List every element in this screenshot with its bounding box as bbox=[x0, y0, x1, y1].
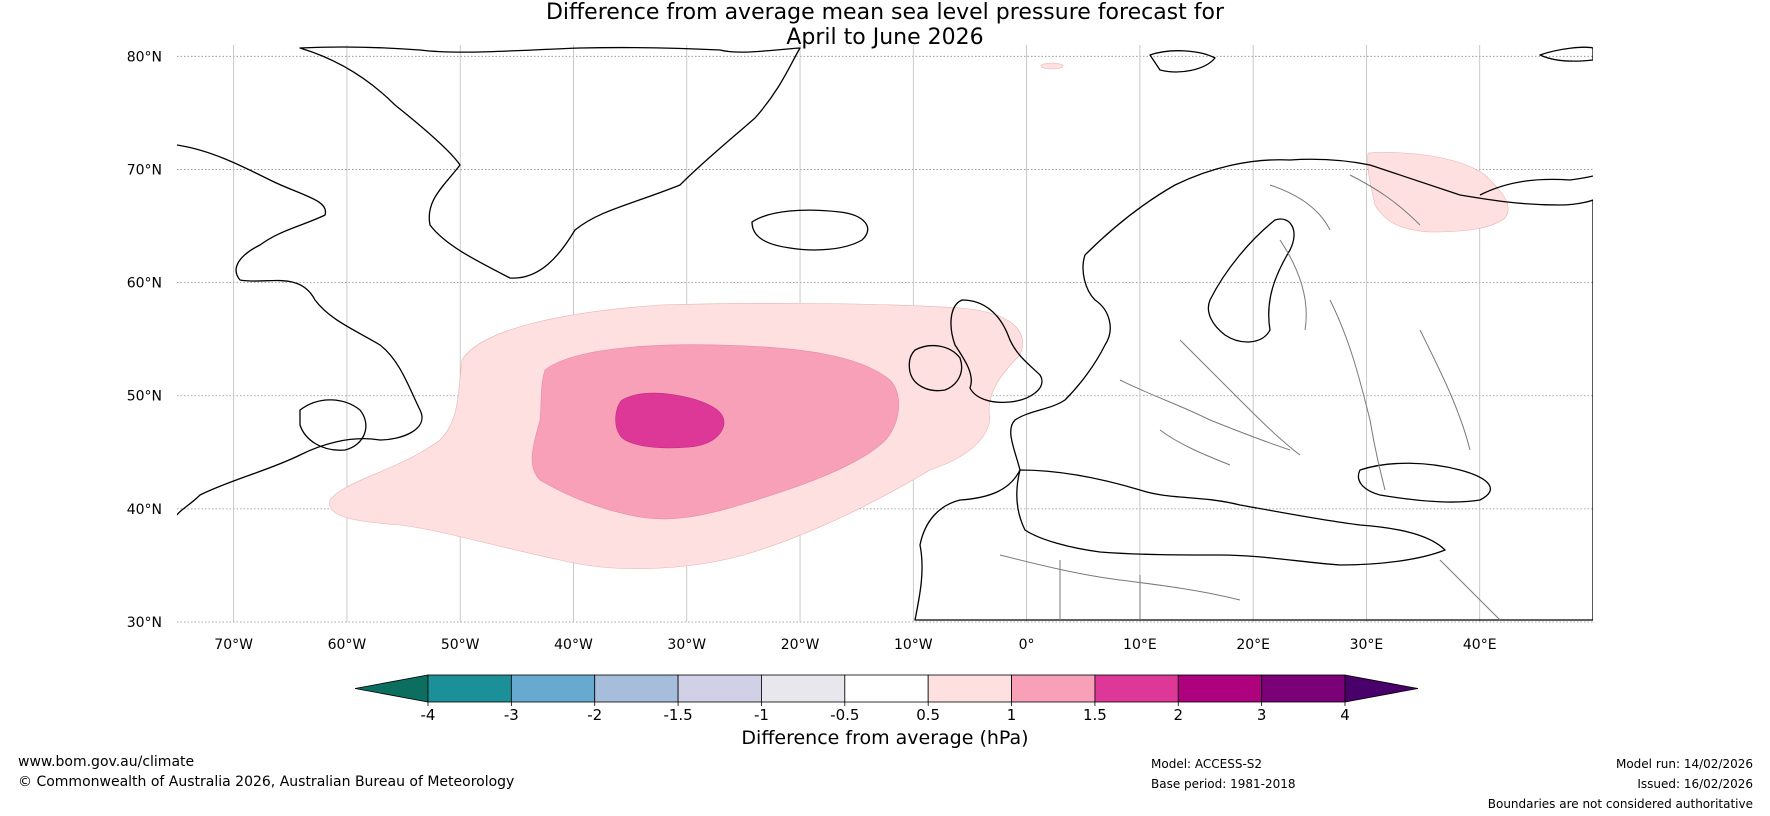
colorbar-swatch bbox=[594, 674, 679, 703]
anomaly-region-1-5-to-2 bbox=[615, 392, 725, 449]
colorbar-tick-label: -4 bbox=[421, 706, 436, 724]
novaya-zemlya-coastline bbox=[1539, 46, 1593, 62]
longitude-tick-label: 40°E bbox=[1463, 637, 1497, 653]
europe-coastline bbox=[914, 158, 1593, 621]
footer-base-period: Base period: 1981-2018 bbox=[1151, 777, 1296, 791]
colorbar-tick-label: -2 bbox=[587, 706, 602, 724]
latitude-tick-label: 60°N bbox=[127, 276, 162, 292]
colorbar-swatch bbox=[427, 674, 512, 703]
latitude-tick-label: 80°N bbox=[127, 49, 162, 65]
latitude-tick-label: 50°N bbox=[127, 389, 162, 405]
colorbar-swatch bbox=[1011, 674, 1096, 703]
colorbar-swatch bbox=[1261, 674, 1346, 703]
ireland-coastline bbox=[908, 344, 963, 392]
colorbar-tick-label: 1.5 bbox=[1083, 706, 1107, 724]
border-line bbox=[1179, 339, 1301, 456]
colorbar-swatch bbox=[510, 674, 596, 703]
footer-model-run: Model run: 14/02/2026 bbox=[1615, 757, 1753, 771]
colorbar-tick-label: -1.5 bbox=[663, 706, 692, 724]
north-america-coastline bbox=[177, 144, 423, 516]
footer-url[interactable]: www.bom.gov.au/climate bbox=[18, 754, 195, 770]
border-line bbox=[1349, 174, 1421, 226]
colorbar-tick-label: 2 bbox=[1173, 706, 1183, 724]
colorbar-extend-low bbox=[354, 674, 429, 703]
axis-labels: 80°N 70°N 60°N 50°N 40°N 30°N 70°W 60°W 50°W 40°W… bbox=[127, 49, 1497, 653]
great-britain-coastline bbox=[950, 299, 1043, 404]
east-arctic-coastline bbox=[1479, 175, 1593, 196]
title-line-2: April to June 2026 bbox=[786, 25, 984, 50]
baltic-coastline bbox=[1207, 218, 1295, 343]
colorbar-tick-label: -0.5 bbox=[830, 706, 859, 724]
mediterranean-coastline bbox=[1016, 469, 1446, 566]
border-line bbox=[1119, 379, 1291, 451]
colorbar-tick-label: 3 bbox=[1257, 706, 1267, 724]
border-line bbox=[1419, 329, 1471, 451]
longitude-tick-label: 0° bbox=[1019, 637, 1035, 653]
colorbar-tick-label: 1 bbox=[1007, 706, 1017, 724]
black-sea-coastline bbox=[1357, 462, 1492, 503]
newfoundland-coastline bbox=[299, 399, 367, 451]
colorbar-tick-label: -1 bbox=[754, 706, 769, 724]
pressure-anomaly-shading bbox=[329, 62, 1509, 570]
border-line bbox=[1269, 184, 1331, 231]
colorbar-tick-label: 4 bbox=[1340, 706, 1350, 724]
latitude-tick-label: 40°N bbox=[127, 502, 162, 518]
colorbar-swatch bbox=[927, 674, 1012, 703]
country-borders bbox=[999, 174, 1501, 621]
coastlines bbox=[177, 46, 1593, 621]
colorbar-swatch bbox=[1094, 674, 1179, 703]
colorbar-swatch bbox=[1177, 674, 1263, 703]
longitude-tick-label: 10°E bbox=[1123, 637, 1157, 653]
map-title: Difference from average mean sea level p… bbox=[0, 0, 1770, 50]
title-line-1: Difference from average mean sea level p… bbox=[545, 0, 1225, 25]
longitude-tick-label: 70°W bbox=[214, 637, 253, 653]
colorbar-label: Difference from average (hPa) bbox=[741, 727, 1029, 749]
greenland-coastline bbox=[299, 46, 801, 279]
border-line bbox=[1329, 299, 1386, 491]
longitude-tick-label: 20°E bbox=[1236, 637, 1270, 653]
border-line bbox=[1279, 239, 1307, 331]
longitude-tick-label: 50°W bbox=[441, 637, 480, 653]
colorbar-tick-label: 0.5 bbox=[916, 706, 940, 724]
footer-disclaimer: Boundaries are not considered authoritat… bbox=[1487, 797, 1753, 811]
longitude-tick-label: 30°E bbox=[1350, 637, 1384, 653]
border-line bbox=[1159, 429, 1231, 466]
longitude-tick-label: 40°W bbox=[554, 637, 593, 653]
longitude-tick-label: 20°W bbox=[781, 637, 820, 653]
colorbar: -4 -3 -2 -1.5 -1 -0.5 0.5 1 1.5 2 3 4 bbox=[354, 674, 1419, 724]
svalbard-coastline bbox=[1149, 50, 1216, 73]
border-line bbox=[999, 554, 1241, 601]
anomaly-region-small-north bbox=[1040, 62, 1064, 70]
border-line bbox=[1439, 559, 1501, 621]
footer-issued: Issued: 16/02/2026 bbox=[1637, 777, 1753, 791]
iceland-coastline bbox=[751, 209, 869, 251]
longitude-tick-label: 60°W bbox=[328, 637, 367, 653]
longitude-tick-label: 10°W bbox=[894, 637, 933, 653]
footer-model: Model: ACCESS-S2 bbox=[1151, 757, 1263, 771]
longitude-tick-label: 30°W bbox=[667, 637, 706, 653]
colorbar-extend-high bbox=[1344, 674, 1419, 703]
anomaly-region-0-5-to-1-barents bbox=[1367, 152, 1509, 233]
footer-copyright: © Commonwealth of Australia 2026, Austra… bbox=[18, 774, 515, 790]
colorbar-swatch bbox=[844, 674, 929, 703]
colorbar-swatch bbox=[761, 674, 846, 703]
colorbar-swatch bbox=[677, 674, 762, 703]
colorbar-tick-label: -3 bbox=[504, 706, 519, 724]
latitude-tick-label: 70°N bbox=[127, 162, 162, 178]
latitude-tick-label: 30°N bbox=[127, 615, 162, 631]
